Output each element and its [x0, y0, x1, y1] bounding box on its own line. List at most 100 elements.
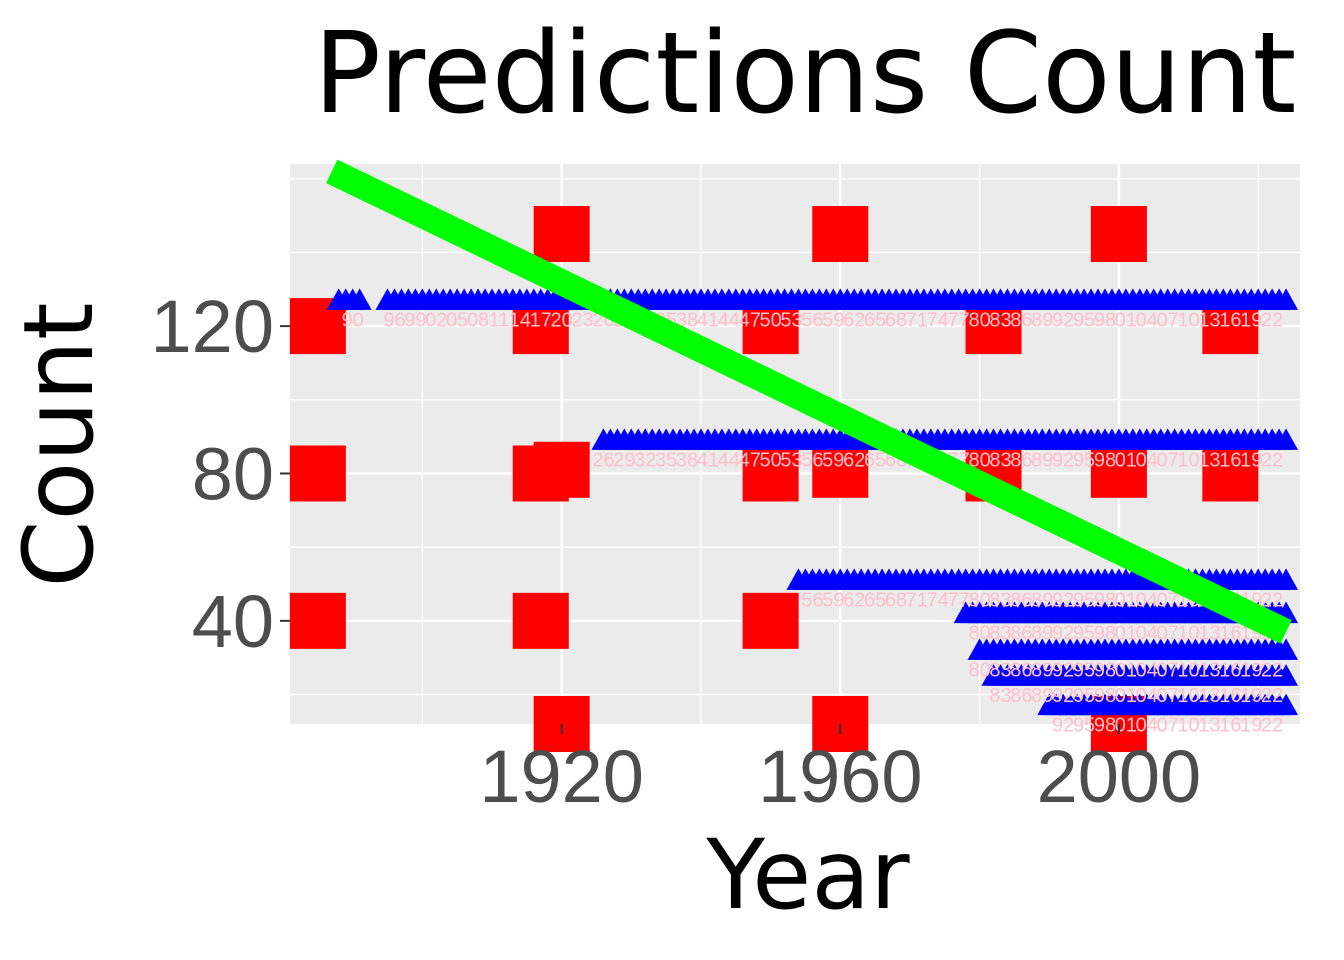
point-label: 83 [989, 589, 1011, 611]
red-square-marker [1202, 445, 1259, 502]
point-label: 95 [1073, 589, 1095, 611]
point-label: 59 [822, 309, 844, 331]
point-label: 19 [1240, 685, 1262, 707]
point-label: 13 [1198, 685, 1220, 707]
point-label: 07 [1157, 589, 1179, 611]
point-label: 19 [1240, 659, 1262, 681]
point-label: 17 [530, 309, 552, 331]
point-label: 05 [446, 309, 468, 331]
chart-title: Predictions Count [314, 9, 1297, 139]
point-label: 08 [467, 309, 489, 331]
y-tick-label: 120 [151, 285, 274, 368]
point-label: 23 [571, 309, 593, 331]
blue-triangle-marker [1274, 568, 1299, 590]
point-label: 89 [1031, 309, 1053, 331]
red-square-marker [742, 445, 799, 502]
point-label: 80 [968, 659, 990, 681]
point-label: 22 [1261, 659, 1283, 681]
point-label: 89 [1031, 685, 1053, 707]
axis-ticks: 1920 1960 2000 40 80 120 [151, 285, 1202, 818]
point-label: 65 [864, 449, 886, 471]
point-label: 04 [1136, 449, 1158, 471]
point-label: 62 [843, 449, 865, 471]
red-square-marker [533, 441, 590, 498]
point-label: 98 [1094, 309, 1116, 331]
y-tick-label: 80 [192, 432, 274, 515]
point-label: 41 [697, 449, 719, 471]
point-label: 71 [906, 589, 928, 611]
point-label: 16 [1219, 309, 1241, 331]
point-label: 56 [801, 309, 823, 331]
point-label: 01 [1115, 449, 1137, 471]
point-label: 83 [989, 309, 1011, 331]
red-square-marker [742, 592, 799, 649]
point-label: 01 [1115, 622, 1137, 644]
point-label: 98 [1094, 659, 1116, 681]
point-label: 07 [1157, 659, 1179, 681]
blue-triangle-marker [1274, 638, 1299, 660]
blue-triangle-series [326, 288, 1299, 716]
point-label: 74 [927, 589, 949, 611]
point-label: 56 [801, 449, 823, 471]
blue-triangle-marker [347, 288, 372, 310]
x-axis-title: Year [705, 819, 910, 931]
point-label: 16 [1219, 715, 1241, 737]
point-label: 07 [1157, 685, 1179, 707]
point-label: 68 [885, 309, 907, 331]
point-label: 98 [1094, 589, 1116, 611]
point-label: 92 [1052, 715, 1074, 737]
point-label: 83 [989, 659, 1011, 681]
x-tick-label: 1920 [479, 735, 644, 818]
red-square-marker [533, 206, 590, 262]
point-label: 01 [1115, 715, 1137, 737]
point-label: 53 [780, 309, 802, 331]
red-square-marker [812, 206, 869, 262]
point-label: 38 [676, 449, 698, 471]
point-label: 90 [342, 309, 364, 331]
point-label: 44 [718, 309, 740, 331]
point-label: 13 [1198, 449, 1220, 471]
point-label: 02 [425, 309, 447, 331]
red-square-marker [512, 592, 569, 649]
point-label: 95 [1073, 622, 1095, 644]
point-label: 14 [509, 309, 531, 331]
red-square-series [289, 206, 1259, 752]
blue-triangle-marker [1274, 288, 1299, 310]
point-label: 89 [1031, 659, 1053, 681]
point-label: 62 [843, 309, 865, 331]
point-label: 92 [1052, 659, 1074, 681]
point-label: 59 [822, 449, 844, 471]
green-trend-line [326, 159, 1292, 644]
point-label: 41 [697, 309, 719, 331]
point-label: 95 [1073, 715, 1095, 737]
y-tick-label: 40 [192, 580, 274, 663]
red-square-marker [1090, 206, 1147, 262]
point-label: 98 [1094, 685, 1116, 707]
blue-triangle-marker [1274, 664, 1299, 686]
point-label: 22 [1261, 715, 1283, 737]
point-label: 83 [989, 622, 1011, 644]
point-label: 04 [1136, 659, 1158, 681]
point-label: 04 [1136, 589, 1158, 611]
point-label: 07 [1157, 715, 1179, 737]
point-label: 98 [1094, 715, 1116, 737]
point-label: 65 [864, 309, 886, 331]
point-label: 95 [1073, 659, 1095, 681]
point-label: 89 [1031, 622, 1053, 644]
point-label: 04 [1136, 309, 1158, 331]
point-label: 01 [1115, 659, 1137, 681]
point-label: 80 [968, 589, 990, 611]
point-label: 26 [592, 449, 614, 471]
point-label: 96 [383, 309, 405, 331]
point-label: 19 [1240, 715, 1262, 737]
point-label: 16 [1219, 685, 1241, 707]
point-label: 04 [1136, 622, 1158, 644]
point-label: 92 [1052, 309, 1074, 331]
point-label: 77 [948, 589, 970, 611]
point-label: 74 [927, 309, 949, 331]
point-label: 07 [1157, 449, 1179, 471]
point-label: 53 [780, 449, 802, 471]
point-label: 71 [906, 309, 928, 331]
point-label: 86 [1010, 309, 1032, 331]
point-label: 10 [1177, 622, 1199, 644]
